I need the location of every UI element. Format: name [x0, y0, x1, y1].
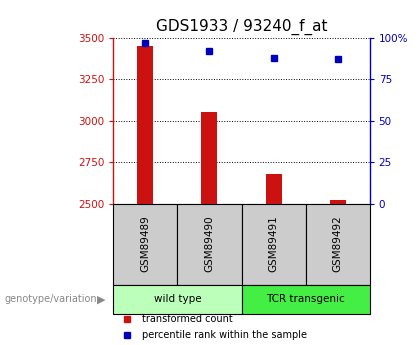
Bar: [306, 204, 370, 285]
Bar: [265, 174, 281, 204]
Bar: [330, 200, 346, 204]
Text: GSM89489: GSM89489: [140, 216, 150, 273]
Text: ▶: ▶: [97, 294, 105, 304]
Text: percentile rank within the sample: percentile rank within the sample: [142, 330, 307, 340]
Bar: [137, 46, 153, 204]
Text: GSM89491: GSM89491: [268, 216, 278, 273]
Text: TCR transgenic: TCR transgenic: [266, 294, 345, 304]
Title: GDS1933 / 93240_f_at: GDS1933 / 93240_f_at: [156, 19, 327, 35]
Text: GSM89490: GSM89490: [205, 216, 215, 273]
Text: GSM89492: GSM89492: [333, 216, 343, 273]
Text: transformed count: transformed count: [142, 314, 232, 324]
Bar: [241, 204, 306, 285]
Text: genotype/variation: genotype/variation: [4, 294, 97, 304]
Bar: [202, 112, 218, 204]
Text: wild type: wild type: [154, 294, 201, 304]
Bar: [178, 204, 242, 285]
Bar: [113, 204, 178, 285]
Bar: [241, 285, 370, 314]
Bar: [113, 285, 241, 314]
